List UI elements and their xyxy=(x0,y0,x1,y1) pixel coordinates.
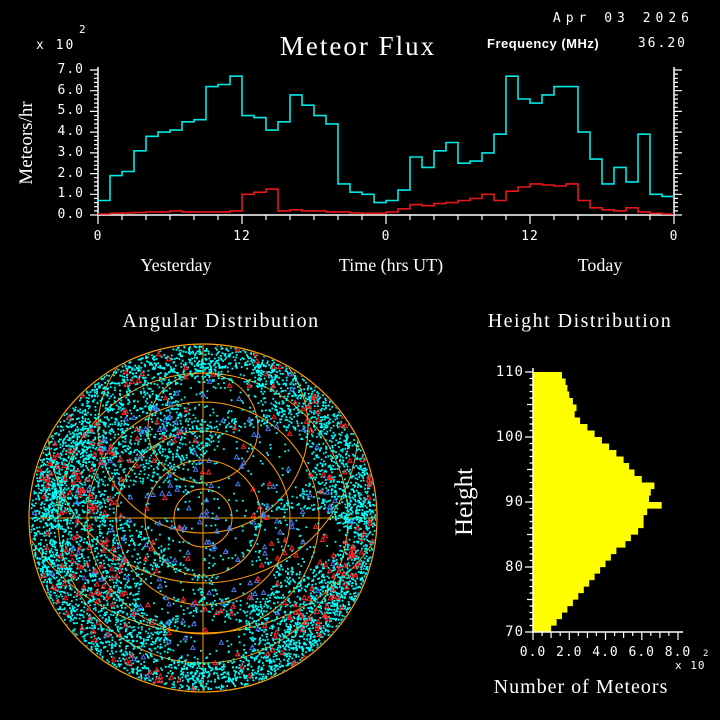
height-distribution-chart xyxy=(525,368,683,640)
height-x-scale-prefix: x 10 xyxy=(675,659,706,672)
height-ticks xyxy=(525,371,679,640)
height-x-scale-exponent: 2 xyxy=(703,649,709,659)
frequency-label: Frequency (MHz) xyxy=(487,36,600,51)
height-x-tick-label-0: 0.0 xyxy=(519,645,547,660)
flux-y-tick-label-6: 6.0 xyxy=(57,82,84,98)
flux-x-tick-label-2: 0 xyxy=(381,229,391,244)
flux-x-axis-label: Time (hrs UT) xyxy=(338,255,444,275)
flux-x-tick-label-3: 12 xyxy=(521,229,539,244)
height-y-tick-label-2: 90 xyxy=(505,494,524,510)
height-bars xyxy=(533,372,662,633)
flux-y-tick-label-1: 1.0 xyxy=(57,186,84,202)
flux-axes xyxy=(97,67,675,216)
height-x-tick-label-3: 6.0 xyxy=(628,645,655,660)
height-y-tick-label-3: 100 xyxy=(495,429,524,445)
height-y-axis-label: Height xyxy=(451,467,478,537)
height-x-axis-label: Number of Meteors xyxy=(493,676,669,698)
angular-grid-arc xyxy=(97,345,309,534)
flux-ticks xyxy=(90,69,682,224)
angular-distribution-chart xyxy=(28,343,378,693)
height-x-tick-label-1: 2.0 xyxy=(556,645,583,660)
flux-y-tick-label-5: 5.0 xyxy=(57,103,84,119)
flux-y-tick-label-2: 2.0 xyxy=(57,165,84,181)
height-x-tick-label-2: 4.0 xyxy=(592,645,619,660)
flux-series-red xyxy=(98,183,674,215)
flux-series-cyan xyxy=(98,75,674,204)
flux-x-tick-label-1: 12 xyxy=(233,229,251,244)
angular-grid-arc xyxy=(30,345,376,634)
flux-region-yesterday: Yesterday xyxy=(140,255,212,275)
flux-region-today: Today xyxy=(577,255,623,275)
flux-chart xyxy=(90,67,682,224)
angular-grid-arc xyxy=(147,372,259,484)
flux-y-tick-label-3: 3.0 xyxy=(57,144,84,160)
angular-rim-circle xyxy=(28,343,378,693)
angular-dots-cyan xyxy=(30,345,376,691)
flux-y-scale-exponent: 2 xyxy=(79,23,86,36)
angular-crosshair xyxy=(30,345,376,691)
height-x-tick-label-4: 8.0 xyxy=(664,645,692,660)
frequency-value: 36.20 xyxy=(637,36,687,51)
angular-grid xyxy=(30,345,376,691)
height-y-tick-label-4: 110 xyxy=(495,364,524,380)
flux-y-tick-label-7: 7.0 xyxy=(57,62,84,77)
flux-y-scale-prefix: x 10 xyxy=(36,38,76,53)
flux-y-axis-label: Meteors/hr xyxy=(16,101,37,185)
height-title: Height Distribution xyxy=(487,310,673,332)
flux-y-tick-label-0: 0.0 xyxy=(57,207,84,222)
flux-x-tick-label-4: 0 xyxy=(669,229,679,244)
angular-title: Angular Distribution xyxy=(122,310,320,332)
height-y-tick-label-0: 70 xyxy=(505,624,524,640)
angular-triangles-red xyxy=(36,346,376,691)
date-label: Apr 03 2026 xyxy=(552,11,694,26)
flux-y-tick-label-4: 4.0 xyxy=(57,124,84,140)
frequency-row: Frequency (MHz) 36.20 xyxy=(487,36,687,51)
page-title: Meteor Flux xyxy=(279,31,437,61)
height-y-tick-label-1: 80 xyxy=(505,559,524,575)
flux-x-tick-label-0: 0 xyxy=(93,229,103,244)
